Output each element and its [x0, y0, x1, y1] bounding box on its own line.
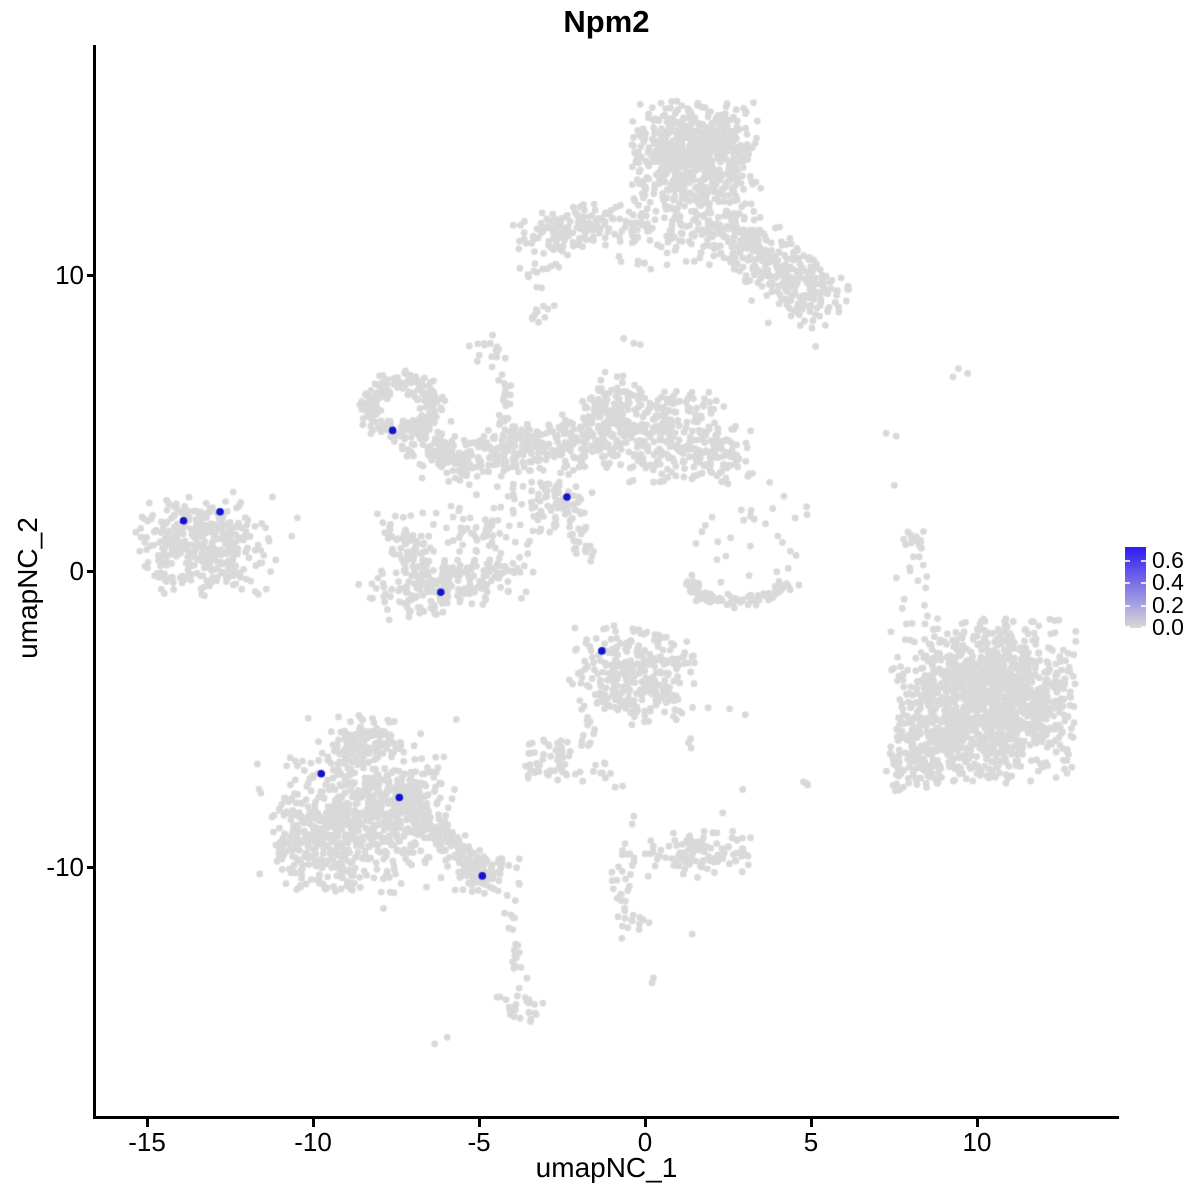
- y-tick-mark: [87, 273, 95, 277]
- x-tick-mark: [809, 1119, 813, 1127]
- x-tick-label: 10: [962, 1127, 992, 1157]
- x-tick-mark: [311, 1119, 315, 1127]
- x-tick-label: -15: [128, 1127, 166, 1157]
- x-tick-mark: [643, 1119, 647, 1127]
- x-axis-line: [93, 1116, 1119, 1119]
- x-tick-label: -10: [294, 1127, 332, 1157]
- x-tick-label: -5: [467, 1127, 491, 1157]
- y-axis-line: [93, 45, 96, 1119]
- x-tick-mark: [477, 1119, 481, 1127]
- x-tick-mark: [145, 1119, 149, 1127]
- x-tick-mark: [975, 1119, 979, 1127]
- y-tick-mark: [87, 569, 95, 573]
- y-tick-label: -10: [46, 852, 84, 882]
- x-tick-label: 0: [637, 1127, 653, 1157]
- x-axis-title: umapNC_1: [535, 1152, 678, 1183]
- y-tick-label: 0: [69, 556, 84, 586]
- y-tick-label: 10: [55, 260, 84, 290]
- plot-title: Npm2: [563, 4, 650, 39]
- x-tick-label: 5: [803, 1127, 819, 1157]
- y-axis-title: umapNC_2: [12, 517, 43, 659]
- y-tick-mark: [87, 865, 95, 869]
